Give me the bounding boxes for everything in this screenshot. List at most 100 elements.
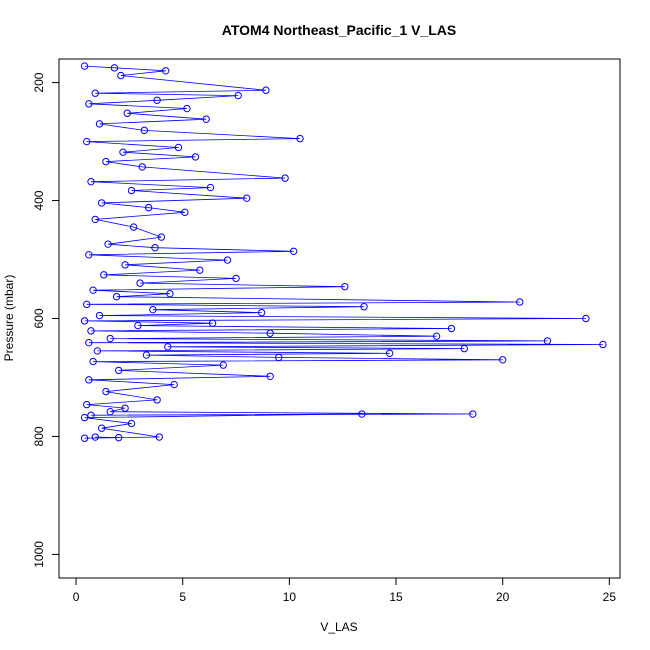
- data-point: [460, 344, 468, 353]
- data-point: [95, 120, 104, 128]
- data-point: [142, 351, 151, 359]
- data-point: [129, 223, 138, 231]
- data-point: [219, 361, 227, 369]
- data-point: [138, 163, 146, 171]
- data-point: [183, 104, 191, 113]
- data-point: [93, 347, 102, 355]
- data-point: [498, 356, 507, 364]
- data-point: [104, 240, 112, 248]
- data-point: [543, 337, 552, 345]
- data-point: [91, 89, 99, 97]
- data-point: [151, 244, 159, 252]
- y-axis: 200 400 600 800 1000: [32, 72, 60, 568]
- data-point: [83, 400, 91, 409]
- data-point: [121, 404, 129, 412]
- data-point: [582, 314, 590, 323]
- data-point: [266, 372, 274, 380]
- data-point: [102, 387, 110, 396]
- x-axis-label: V_LAS: [320, 620, 357, 634]
- x-tick-label: 25: [603, 590, 617, 604]
- data-point: [87, 411, 95, 419]
- chart-title: ATOM4 Northeast_Pacific_1 V_LAS: [222, 22, 456, 38]
- data-point: [157, 233, 166, 241]
- data-point: [97, 199, 106, 207]
- data-point: [134, 321, 142, 330]
- data-point: [234, 91, 242, 100]
- data-point: [91, 433, 99, 441]
- data-point: [196, 266, 204, 274]
- data-point: [95, 311, 104, 320]
- data-point: [243, 194, 251, 202]
- data-point: [206, 183, 215, 192]
- data-point: [119, 148, 127, 156]
- data-point: [87, 327, 95, 335]
- data-point: [80, 317, 89, 325]
- y-tick-label: 1000: [32, 541, 46, 568]
- data-point: [110, 64, 119, 72]
- data-point: [136, 279, 144, 287]
- x-tick-label: 15: [389, 590, 403, 604]
- data-point: [469, 410, 477, 418]
- data-point: [155, 433, 163, 441]
- series-line: [84, 65, 603, 439]
- data-point: [599, 340, 607, 349]
- data-point: [161, 67, 170, 75]
- data-point: [112, 292, 121, 301]
- data-point: [89, 286, 97, 294]
- data-point: [85, 338, 93, 347]
- data-point: [85, 251, 93, 259]
- data-point: [181, 208, 189, 217]
- data-point: [115, 366, 123, 375]
- data-point: [80, 413, 89, 422]
- data-point: [144, 203, 153, 212]
- data-point: [174, 143, 183, 152]
- data-point: [208, 319, 217, 327]
- data-point: [85, 100, 93, 108]
- data-point: [447, 324, 456, 333]
- data-point: [266, 329, 274, 337]
- data-point: [166, 290, 174, 298]
- data-point: [232, 274, 240, 283]
- data-point: [164, 343, 172, 351]
- data-point: [385, 349, 394, 357]
- y-tick-label: 600: [32, 308, 46, 328]
- data-point: [97, 424, 106, 432]
- data-point: [153, 96, 161, 104]
- y-tick-label: 200: [32, 72, 46, 92]
- data-point: [149, 305, 157, 314]
- data-point: [358, 410, 366, 418]
- data-point: [87, 177, 95, 186]
- data-point: [191, 153, 200, 161]
- data-point: [202, 115, 210, 123]
- data-point: [127, 419, 136, 428]
- data-point: [89, 357, 97, 366]
- data-point: [262, 86, 270, 94]
- data-point: [123, 109, 131, 117]
- data-point: [170, 380, 178, 389]
- data-series: [80, 62, 607, 442]
- data-point: [83, 300, 91, 309]
- y-axis-label: Pressure (mbar): [2, 275, 16, 362]
- data-point: [289, 247, 298, 255]
- x-tick-label: 10: [283, 590, 297, 604]
- x-axis: 0 5 10 15 20 25: [73, 577, 617, 604]
- data-point: [140, 126, 149, 135]
- y-tick-label: 400: [32, 190, 46, 210]
- data-point: [360, 303, 368, 311]
- data-point: [127, 186, 136, 195]
- data-point: [341, 282, 349, 291]
- data-point: [257, 308, 266, 317]
- data-point: [117, 71, 125, 80]
- data-point: [80, 62, 89, 70]
- data-point: [80, 434, 89, 442]
- data-point: [100, 271, 108, 279]
- data-point: [281, 174, 289, 182]
- data-point: [121, 261, 129, 269]
- data-point: [275, 353, 283, 362]
- y-tick-label: 800: [32, 426, 46, 446]
- x-tick-label: 20: [496, 590, 510, 604]
- data-point: [85, 376, 93, 384]
- data-point: [223, 256, 232, 264]
- data-point: [106, 407, 114, 416]
